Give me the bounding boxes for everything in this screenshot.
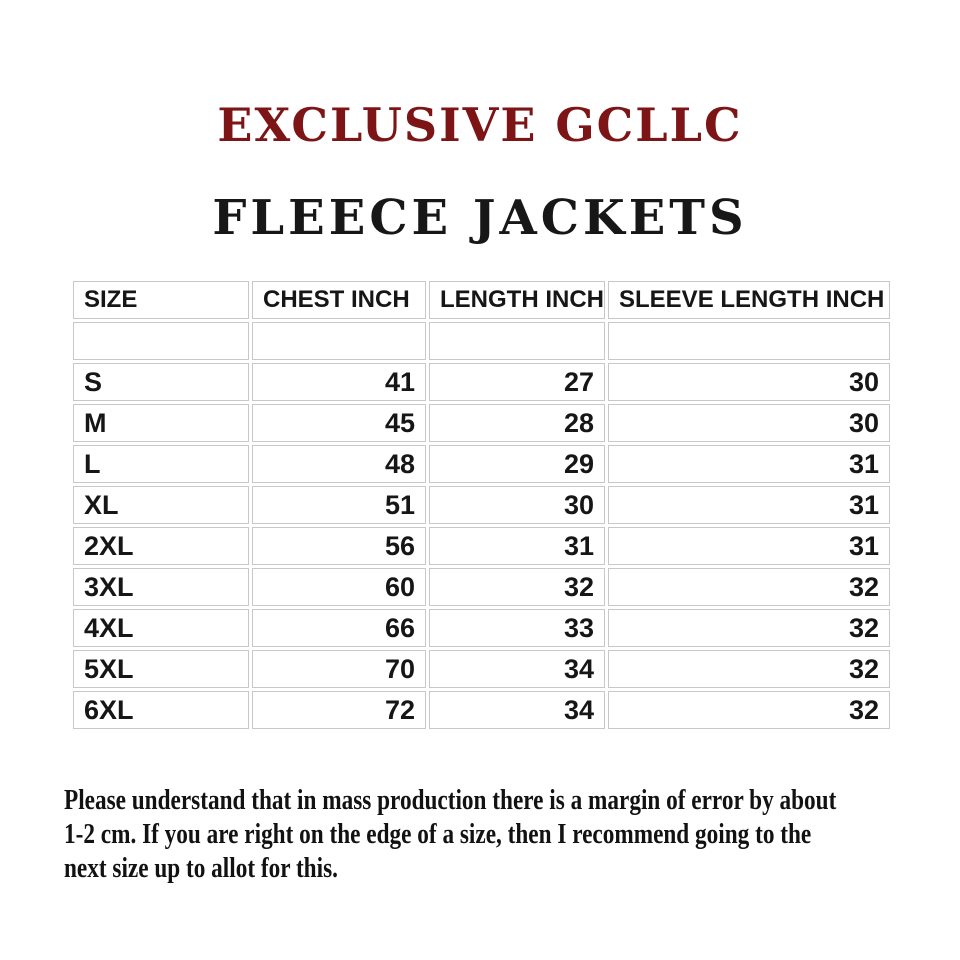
chest-cell: 56 (252, 527, 426, 565)
sleeve-cell: 31 (608, 445, 890, 483)
length-cell: 29 (429, 445, 605, 483)
table-row: M 45 28 30 (73, 404, 890, 442)
size-cell: 3XL (73, 568, 249, 606)
table-row: XL 51 30 31 (73, 486, 890, 524)
length-cell: 34 (429, 691, 605, 729)
table-row: L 48 29 31 (73, 445, 890, 483)
length-cell: 27 (429, 363, 605, 401)
length-cell: 34 (429, 650, 605, 688)
spacer-cell (429, 322, 605, 360)
size-cell: XL (73, 486, 249, 524)
sleeve-cell: 32 (608, 609, 890, 647)
length-cell: 30 (429, 486, 605, 524)
table-row: 6XL 72 34 32 (73, 691, 890, 729)
size-cell: M (73, 404, 249, 442)
column-header-sleeve: SLEEVE LENGTH INCH (608, 281, 890, 319)
spacer-row (73, 322, 890, 360)
size-cell: L (73, 445, 249, 483)
sleeve-cell: 32 (608, 568, 890, 606)
size-chart-body: S 41 27 30 M 45 28 30 L 48 29 31 XL 51 30 31 2XL 56 31 31 3X… (73, 363, 890, 729)
chest-cell: 48 (252, 445, 426, 483)
sleeve-cell: 32 (608, 650, 890, 688)
sleeve-cell: 32 (608, 691, 890, 729)
length-cell: 31 (429, 527, 605, 565)
chest-cell: 51 (252, 486, 426, 524)
sleeve-cell: 31 (608, 527, 890, 565)
table-row: 2XL 56 31 31 (73, 527, 890, 565)
size-chart-table: SIZE CHEST INCH LENGTH INCH SLEEVE LENGT… (70, 278, 893, 732)
column-header-chest: CHEST INCH (252, 281, 426, 319)
spacer-cell (252, 322, 426, 360)
column-header-length: LENGTH INCH (429, 281, 605, 319)
size-cell: 6XL (73, 691, 249, 729)
size-cell: 2XL (73, 527, 249, 565)
chest-cell: 41 (252, 363, 426, 401)
chest-cell: 70 (252, 650, 426, 688)
footer-note-line: next size up to allot for this. (64, 853, 338, 884)
size-cell: 4XL (73, 609, 249, 647)
chest-cell: 66 (252, 609, 426, 647)
chest-cell: 45 (252, 404, 426, 442)
length-cell: 32 (429, 568, 605, 606)
sleeve-cell: 31 (608, 486, 890, 524)
size-cell: 5XL (73, 650, 249, 688)
column-header-size: SIZE (73, 281, 249, 319)
spacer-cell (73, 322, 249, 360)
sleeve-cell: 30 (608, 363, 890, 401)
length-cell: 33 (429, 609, 605, 647)
header-row: SIZE CHEST INCH LENGTH INCH SLEEVE LENGT… (73, 281, 890, 319)
table-row: 3XL 60 32 32 (73, 568, 890, 606)
footer-note-line: 1-2 cm. If you are right on the edge of … (64, 819, 812, 850)
table-row: S 41 27 30 (73, 363, 890, 401)
chest-cell: 60 (252, 568, 426, 606)
size-cell: S (73, 363, 249, 401)
table-row: 5XL 70 34 32 (73, 650, 890, 688)
sleeve-cell: 30 (608, 404, 890, 442)
length-cell: 28 (429, 404, 605, 442)
table-row: 4XL 66 33 32 (73, 609, 890, 647)
brand-title: EXCLUSIVE GCLLC (217, 98, 743, 152)
chest-cell: 72 (252, 691, 426, 729)
product-title: FLEECE JACKETS (212, 190, 748, 246)
footer-note: Please understand that in mass productio… (64, 784, 836, 886)
footer-note-line: Please understand that in mass productio… (64, 785, 837, 816)
spacer-cell (608, 322, 890, 360)
